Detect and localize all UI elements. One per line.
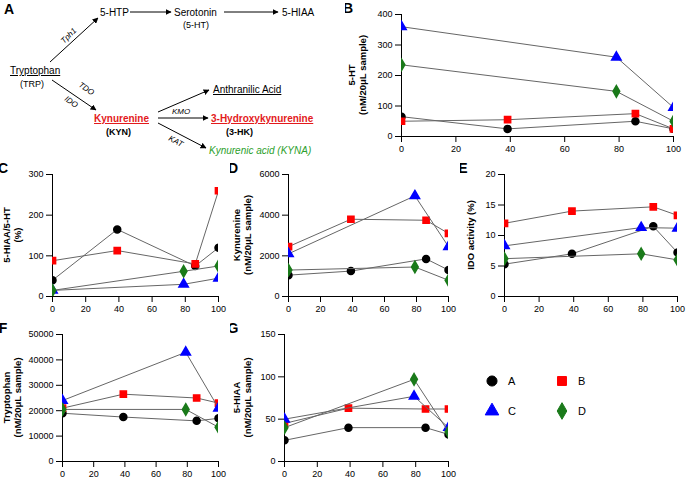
svg-text:100: 100	[670, 304, 685, 314]
svg-text:Kynurenic acid (KYNA): Kynurenic acid (KYNA)	[209, 145, 311, 156]
svg-text:0: 0	[48, 456, 53, 466]
svg-text:60: 60	[379, 304, 389, 314]
svg-text:80: 80	[180, 304, 190, 314]
svg-text:20: 20	[89, 469, 99, 479]
svg-text:40: 40	[347, 304, 357, 314]
svg-text:0: 0	[38, 291, 43, 301]
svg-text:C: C	[508, 405, 516, 417]
svg-text:0: 0	[50, 304, 55, 314]
svg-text:60: 60	[378, 469, 388, 479]
svg-text:D: D	[230, 160, 238, 176]
svg-text:TDO: TDO	[77, 80, 96, 97]
svg-text:Kynurenine(nM/20μL sample): Kynurenine(nM/20μL sample)	[231, 195, 253, 275]
svg-text:E: E	[460, 160, 468, 176]
svg-text:20: 20	[81, 304, 91, 314]
svg-text:100: 100	[211, 469, 226, 479]
svg-text:Tryptophan(nM/20μL sample): Tryptophan(nM/20μL sample)	[1, 357, 23, 437]
svg-text:Tryptophan: Tryptophan	[10, 65, 60, 76]
svg-text:10: 10	[485, 230, 495, 240]
svg-text:KAT: KAT	[167, 134, 185, 149]
svg-text:50: 50	[265, 414, 275, 424]
svg-text:40: 40	[114, 304, 124, 314]
svg-text:5-HIAA/5-HT(%): 5-HIAA/5-HT(%)	[1, 207, 23, 263]
svg-text:100: 100	[260, 372, 275, 382]
svg-text:100: 100	[377, 101, 392, 111]
svg-text:200: 200	[28, 210, 43, 220]
svg-text:A: A	[508, 375, 516, 387]
svg-text:B: B	[578, 375, 585, 387]
svg-text:100: 100	[28, 251, 43, 261]
svg-text:100: 100	[441, 469, 456, 479]
svg-text:Kynurenine: Kynurenine	[94, 113, 149, 124]
svg-text:Tph1: Tph1	[59, 26, 78, 45]
svg-text:0: 0	[270, 456, 275, 466]
svg-text:20: 20	[315, 304, 325, 314]
svg-text:IDO activity (%): IDO activity (%)	[465, 200, 476, 270]
svg-text:(3-HK): (3-HK)	[226, 127, 253, 137]
svg-text:5-HIAA(nM/20μL sample): 5-HIAA(nM/20μL sample)	[231, 357, 253, 437]
svg-text:80: 80	[411, 304, 421, 314]
svg-text:3-Hydroxykynurenine: 3-Hydroxykynurenine	[211, 113, 314, 124]
svg-text:F: F	[0, 320, 8, 336]
svg-text:100: 100	[211, 304, 226, 314]
svg-text:10000: 10000	[28, 431, 53, 441]
svg-text:IDO: IDO	[63, 94, 80, 110]
svg-text:D: D	[578, 405, 586, 417]
svg-text:0: 0	[286, 304, 291, 314]
svg-text:2000: 2000	[259, 251, 279, 261]
svg-text:5-HT(nM/20μL sample): 5-HT(nM/20μL sample)	[346, 35, 368, 115]
svg-text:(KYN): (KYN)	[106, 127, 131, 137]
svg-text:6000: 6000	[259, 169, 279, 179]
svg-text:40: 40	[120, 469, 130, 479]
svg-text:0: 0	[60, 469, 65, 479]
svg-text:0: 0	[387, 131, 392, 141]
svg-text:200: 200	[377, 70, 392, 80]
svg-text:20: 20	[534, 304, 544, 314]
svg-text:5: 5	[490, 261, 495, 271]
svg-text:80: 80	[638, 304, 648, 314]
svg-text:Anthranilic Acid: Anthranilic Acid	[213, 84, 281, 95]
svg-text:G: G	[230, 320, 239, 336]
svg-text:80: 80	[182, 469, 192, 479]
svg-text:0: 0	[282, 469, 287, 479]
svg-text:0: 0	[502, 304, 507, 314]
svg-text:40000: 40000	[28, 355, 53, 365]
svg-text:150: 150	[260, 329, 275, 339]
svg-text:C: C	[0, 160, 8, 176]
svg-text:4000: 4000	[259, 210, 279, 220]
svg-text:40: 40	[505, 144, 515, 154]
svg-text:50000: 50000	[28, 329, 53, 339]
svg-text:300: 300	[28, 169, 43, 179]
svg-text:60: 60	[151, 469, 161, 479]
svg-text:(5-HT): (5-HT)	[183, 20, 209, 30]
svg-text:15: 15	[485, 200, 495, 210]
svg-text:100: 100	[666, 144, 681, 154]
svg-text:40: 40	[569, 304, 579, 314]
svg-text:20: 20	[451, 144, 461, 154]
svg-text:5-HIAA: 5-HIAA	[282, 7, 315, 18]
svg-text:300: 300	[377, 40, 392, 50]
svg-text:60: 60	[560, 144, 570, 154]
svg-text:40: 40	[345, 469, 355, 479]
svg-text:20: 20	[312, 469, 322, 479]
svg-text:400: 400	[377, 9, 392, 19]
svg-text:100: 100	[441, 304, 456, 314]
svg-text:20000: 20000	[28, 406, 53, 416]
svg-text:80: 80	[614, 144, 624, 154]
svg-text:B: B	[345, 0, 353, 16]
svg-text:(TRP): (TRP)	[20, 79, 44, 89]
svg-text:A: A	[4, 1, 14, 17]
svg-text:30000: 30000	[28, 380, 53, 390]
svg-text:60: 60	[147, 304, 157, 314]
svg-text:80: 80	[411, 469, 421, 479]
svg-text:KMO: KMO	[172, 107, 190, 116]
svg-text:5-HTP: 5-HTP	[100, 7, 129, 18]
svg-text:0: 0	[274, 291, 279, 301]
svg-text:0: 0	[490, 291, 495, 301]
svg-text:20: 20	[485, 169, 495, 179]
svg-text:60: 60	[603, 304, 613, 314]
svg-text:Serotonin: Serotonin	[174, 7, 217, 18]
svg-text:0: 0	[399, 144, 404, 154]
